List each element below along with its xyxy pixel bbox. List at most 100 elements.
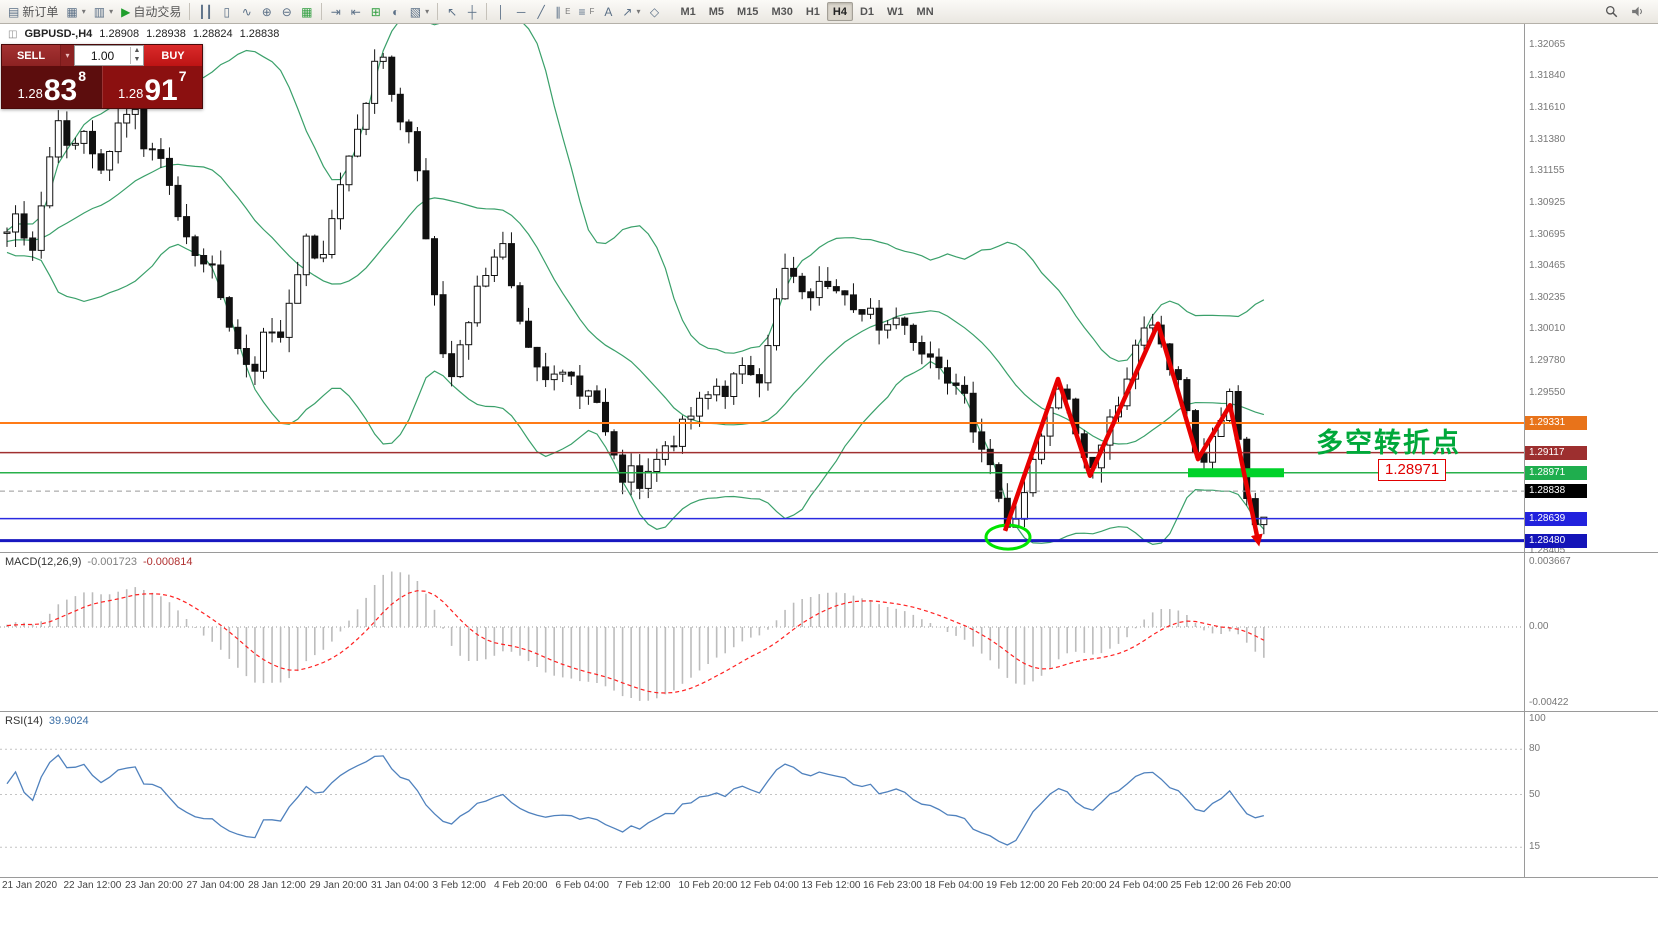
vertical-line-icon: │	[497, 4, 505, 19]
new-order-icon: ▤	[8, 4, 20, 19]
panel-separator[interactable]	[0, 552, 1658, 553]
channel-button[interactable]: ∥ E	[551, 2, 574, 22]
time-axis-label: 26 Feb 20:00	[1232, 880, 1291, 891]
search-icon	[1605, 5, 1618, 18]
crosshair-icon: ┼	[467, 4, 477, 19]
panel-separator[interactable]	[0, 711, 1658, 712]
timeframe-mn-button[interactable]: MN	[911, 2, 940, 21]
time-axis-label: 25 Feb 12:00	[1170, 880, 1230, 891]
time-axis-label: 29 Jan 20:00	[309, 880, 368, 891]
fibonacci-button[interactable]: ≡ F	[574, 2, 598, 22]
subscript-f: F	[589, 7, 595, 16]
price-axis-label: 1.31380	[1529, 134, 1566, 146]
timeframe-h1-button[interactable]: H1	[800, 2, 826, 21]
price-axis-label: 1.29780	[1529, 355, 1566, 366]
arrows-tool-button[interactable]: ↗ ▾	[618, 2, 644, 22]
cursor-tool-button[interactable]: ↖	[442, 2, 462, 22]
crosshair-tool-button[interactable]: ┼	[462, 2, 482, 22]
timeframe-m30-button[interactable]: M30	[765, 2, 798, 21]
price-level-chip: 1.28971	[1525, 465, 1587, 480]
time-axis-label: 31 Jan 04:00	[371, 880, 429, 891]
horizontal-line-icon: ─	[516, 4, 526, 19]
macd-indicator-panel[interactable]	[0, 553, 1524, 711]
timeframe-w1-button[interactable]: W1	[881, 2, 910, 21]
subscript-e: E	[565, 7, 571, 16]
vertical-line-button[interactable]: │	[491, 2, 511, 22]
time-axis-label: 19 Feb 12:00	[986, 880, 1045, 891]
rsi-indicator-panel[interactable]	[0, 712, 1524, 877]
auto-scroll-icon: ⇥	[330, 4, 341, 19]
timeframe-m15-button[interactable]: M15	[731, 2, 764, 21]
new-chart-button[interactable]: ▦ ▾	[62, 2, 89, 22]
buy-price-pip: 7	[178, 68, 187, 84]
notifications-button[interactable]	[1626, 2, 1648, 22]
refresh-button[interactable]: ◐	[386, 2, 406, 22]
one-click-trading-panel: SELL ▾ 1.00 ▲ ▼ BUY 1.28 83 8 1.28 91 7	[1, 44, 203, 109]
rsi-name: RSI(14)	[5, 715, 43, 727]
profiles-button[interactable]: ▥ ▾	[90, 2, 117, 22]
trade-options-dropdown[interactable]: ▾	[60, 45, 74, 66]
chevron-down-icon: ▾	[81, 7, 86, 16]
timeframe-d1-button[interactable]: D1	[854, 2, 880, 21]
rsi-header: RSI(14) 39.9024	[5, 715, 89, 727]
price-axis-label: 1.31610	[1529, 102, 1566, 114]
macd-header: MACD(12,26,9) -0.001723 -0.000814	[5, 556, 193, 568]
sell-price-big: 83	[43, 73, 78, 107]
time-axis-label: 4 Feb 20:00	[494, 880, 548, 891]
new-window-button[interactable]: ⊞	[366, 2, 386, 22]
macd-signal-value: -0.000814	[142, 556, 193, 568]
zoom-in-button[interactable]: ⊕	[257, 2, 277, 22]
timeframe-m5-button[interactable]: M5	[703, 2, 730, 21]
chart-shift-button[interactable]: ⇤	[346, 2, 366, 22]
time-axis-label: 16 Feb 23:00	[863, 880, 922, 891]
globe-icon: ◐	[392, 4, 400, 19]
profiles-icon: ▥	[93, 4, 106, 19]
zoom-in-icon: ⊕	[261, 4, 272, 19]
tile-windows-button[interactable]: ▦	[297, 2, 317, 22]
price-flag-label[interactable]: 1.28971	[1378, 459, 1447, 481]
candlestick-chart-button[interactable]: ▯	[217, 2, 237, 22]
sell-price-prefix: 1.28	[17, 86, 43, 101]
tile-windows-icon: ▦	[301, 4, 313, 19]
timeframe-h4-button[interactable]: H4	[826, 2, 853, 21]
low-value: 1.28824	[192, 28, 233, 40]
trendline-button[interactable]: ╱	[531, 2, 551, 22]
template-button[interactable]: ▧ ▾	[406, 2, 433, 22]
buy-button[interactable]: BUY	[144, 45, 202, 66]
price-axis-label: 1.29550	[1529, 386, 1566, 398]
buy-price-prefix: 1.28	[118, 86, 144, 101]
text-tool-button[interactable]: A	[598, 2, 618, 22]
new-order-button[interactable]: ▤ 新订单	[4, 2, 62, 22]
buy-price-button[interactable]: 1.28 91 7	[102, 66, 202, 108]
time-axis-label: 7 Feb 12:00	[617, 880, 671, 891]
price-axis-label: 1.30010	[1529, 323, 1566, 335]
sell-price-button[interactable]: 1.28 83 8	[2, 66, 103, 108]
time-axis-label: 6 Feb 04:00	[555, 880, 609, 891]
sell-button[interactable]: SELL	[2, 45, 60, 66]
channel-icon: ∥	[555, 4, 562, 19]
spin-down-icon[interactable]: ▼	[133, 55, 141, 63]
auto-scroll-button[interactable]: ⇥	[326, 2, 346, 22]
lot-spinner[interactable]: ▲ ▼	[130, 47, 143, 64]
time-axis[interactable]: 21 Jan 2020 22 Jan 12:00 23 Jan 20:00 27 Ja…	[0, 880, 1658, 896]
zoom-out-icon: ⊖	[281, 4, 292, 19]
price-axis-label: 15	[1529, 841, 1541, 853]
lot-size-field[interactable]: 1.00 ▲ ▼	[74, 45, 144, 66]
shapes-tool-button[interactable]: ◇	[644, 2, 664, 22]
bar-chart-button[interactable]: ┃┃	[194, 2, 216, 22]
search-button[interactable]	[1601, 2, 1622, 22]
spin-up-icon[interactable]: ▲	[133, 47, 141, 55]
time-axis-label: 20 Feb 20:00	[1047, 880, 1107, 891]
zoom-out-button[interactable]: ⊖	[277, 2, 297, 22]
autotrading-button[interactable]: ▶ 自动交易	[117, 2, 185, 22]
macd-main-value: -0.001723	[87, 556, 137, 568]
main-price-chart[interactable]	[0, 24, 1524, 553]
main-toolbar: ▤ 新订单 ▦ ▾ ▥ ▾ ▶ 自动交易 ┃┃ ▯ ∿ ⊕ ⊖ ▦ ⇥ ⇤ ⊞ ◐ …	[0, 0, 1658, 24]
buy-price-big: 91	[144, 73, 178, 107]
horizontal-line-button[interactable]: ─	[511, 2, 531, 22]
cursor-icon: ↖	[447, 4, 458, 19]
new-order-label: 新订单	[22, 5, 59, 19]
time-axis-label: 23 Jan 20:00	[125, 880, 183, 891]
line-chart-button[interactable]: ∿	[237, 2, 257, 22]
timeframe-m1-button[interactable]: M1	[674, 2, 701, 21]
